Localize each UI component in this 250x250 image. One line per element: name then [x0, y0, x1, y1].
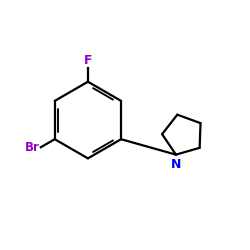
Text: N: N [171, 158, 181, 171]
Text: Br: Br [25, 141, 40, 154]
Text: F: F [84, 54, 92, 67]
